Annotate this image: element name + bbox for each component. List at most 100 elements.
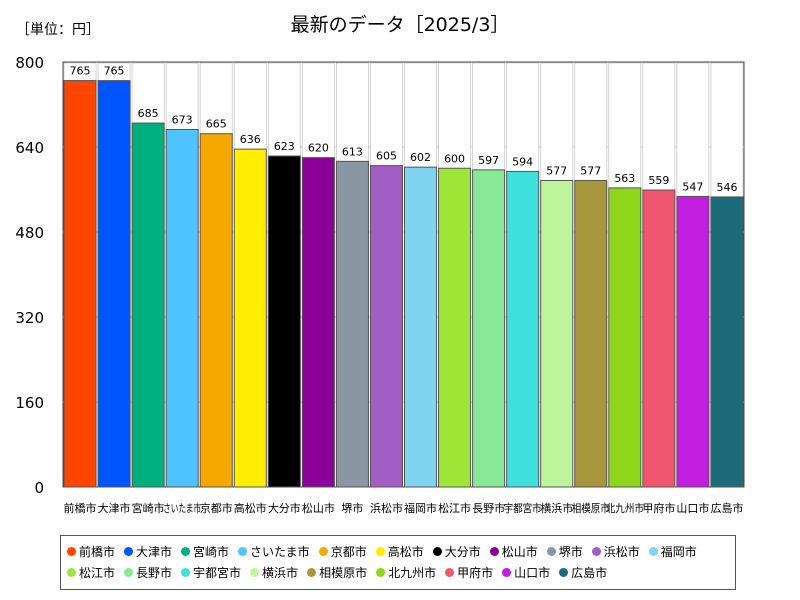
data-label: 613 (342, 145, 363, 158)
legend-item: 山口市 (502, 562, 550, 583)
legend-label: 福岡市 (660, 545, 697, 559)
legend-marker (250, 568, 260, 577)
bar (472, 169, 506, 488)
legend-item: 大津市 (124, 541, 172, 562)
legend-label: 高松市 (387, 545, 424, 559)
legend-marker (124, 568, 134, 577)
x-tick-label: 大津市 (98, 501, 131, 515)
x-tick-label: 京都市 (200, 501, 233, 515)
x-tick-label: 大分市 (268, 501, 301, 515)
x-tick-label: 北九州市 (606, 501, 644, 515)
x-tick-label: 甲府市 (642, 501, 675, 515)
value-label-box (506, 62, 540, 172)
legend-label: 山口市 (514, 566, 551, 580)
x-tick-label: 高松市 (234, 501, 267, 515)
value-label-box (233, 62, 267, 150)
legend-item: 松山市 (489, 541, 538, 562)
legend-label: 宇都宮市 (193, 566, 242, 580)
x-tick-label: 堺市 (341, 501, 363, 515)
value-label-box (710, 62, 744, 198)
y-tick-label: 160 (15, 394, 44, 412)
data-label: 597 (478, 154, 499, 167)
legend-marker (238, 547, 248, 556)
legend-item: 前橋市 (67, 541, 115, 562)
legend-label: 横浜市 (262, 566, 299, 580)
value-label-box (267, 62, 301, 157)
value-label-box (370, 62, 403, 166)
plot-area (62, 61, 745, 488)
data-label: 600 (444, 152, 465, 165)
data-label: 577 (546, 164, 567, 177)
x-tick-label: 宮崎市 (132, 501, 165, 515)
legend-marker (591, 547, 601, 556)
bar (369, 165, 404, 488)
unit-label: ［単位：円］ (16, 22, 100, 38)
data-label: 665 (206, 118, 227, 131)
bar (267, 155, 301, 488)
legend-marker (489, 547, 499, 556)
legend-marker (67, 547, 76, 556)
legend-label: 堺市 (558, 545, 583, 559)
legend-label: 京都市 (330, 545, 367, 559)
x-tick-label: 宇都宮市 (504, 501, 542, 515)
legend-item: 広島市 (559, 562, 607, 583)
value-label-box (404, 62, 437, 168)
x-tick-label: 広島市 (710, 501, 743, 515)
bar (642, 189, 676, 488)
legend-marker (432, 547, 442, 556)
value-label-box (301, 62, 335, 159)
bar (574, 179, 608, 488)
x-tick-label: 松江市 (438, 501, 471, 515)
data-label: 685 (138, 107, 159, 120)
legend-marker (124, 547, 134, 556)
value-label-box (608, 62, 642, 189)
chart-legend: 前橋市 大津市 宮崎市 さいたま市 京都市 高松市 大分市 松山市 堺市 浜松市 福岡市 松江市 長野市… (60, 535, 736, 590)
legend-marker (307, 568, 317, 577)
data-label: 636 (240, 133, 261, 146)
bar (506, 170, 540, 488)
data-label: 765 (70, 65, 91, 78)
bar (97, 80, 131, 488)
legend-label: 大津市 (136, 545, 173, 559)
legend-item: 松江市 (67, 562, 115, 583)
bar (63, 80, 97, 488)
data-label: 559 (648, 174, 669, 187)
legend-marker (445, 568, 455, 577)
x-tick-label: 浜松市 (370, 501, 403, 515)
legend-marker (376, 568, 386, 577)
bar (335, 160, 369, 488)
data-label: 577 (580, 164, 601, 177)
value-label-box (472, 62, 506, 171)
legend-label: 北九州市 (388, 566, 437, 580)
value-label-box (642, 62, 676, 191)
x-tick-label: 山口市 (676, 501, 709, 515)
value-label-box (438, 62, 471, 169)
y-tick-label: 640 (15, 139, 44, 157)
bar (540, 179, 574, 488)
legend-label: 甲府市 (457, 566, 494, 580)
legend-label: 相模原市 (319, 566, 368, 580)
legend-item: 堺市 (546, 541, 583, 562)
data-label: 765 (104, 65, 125, 78)
legend-label: 長野市 (136, 566, 173, 580)
legend-item: 浜松市 (591, 541, 640, 562)
bar (165, 128, 199, 488)
legend-label: 松山市 (501, 545, 538, 559)
data-label: 623 (274, 140, 295, 153)
legend-marker (559, 568, 569, 577)
legend-marker (67, 568, 76, 577)
legend-marker (502, 568, 512, 577)
legend-item: 宮崎市 (181, 541, 229, 562)
legend-item: 京都市 (318, 541, 367, 562)
y-tick-label: 320 (15, 309, 44, 327)
legend-marker (181, 547, 191, 556)
legend-label: 前橋市 (79, 545, 116, 559)
data-label: 620 (308, 142, 329, 155)
legend-marker (181, 568, 191, 577)
legend-marker (648, 547, 658, 556)
legend-marker (546, 547, 556, 556)
data-label: 605 (376, 150, 397, 163)
value-label-box (540, 62, 574, 181)
legend-item: 福岡市 (648, 541, 697, 562)
value-label-box (335, 62, 369, 162)
